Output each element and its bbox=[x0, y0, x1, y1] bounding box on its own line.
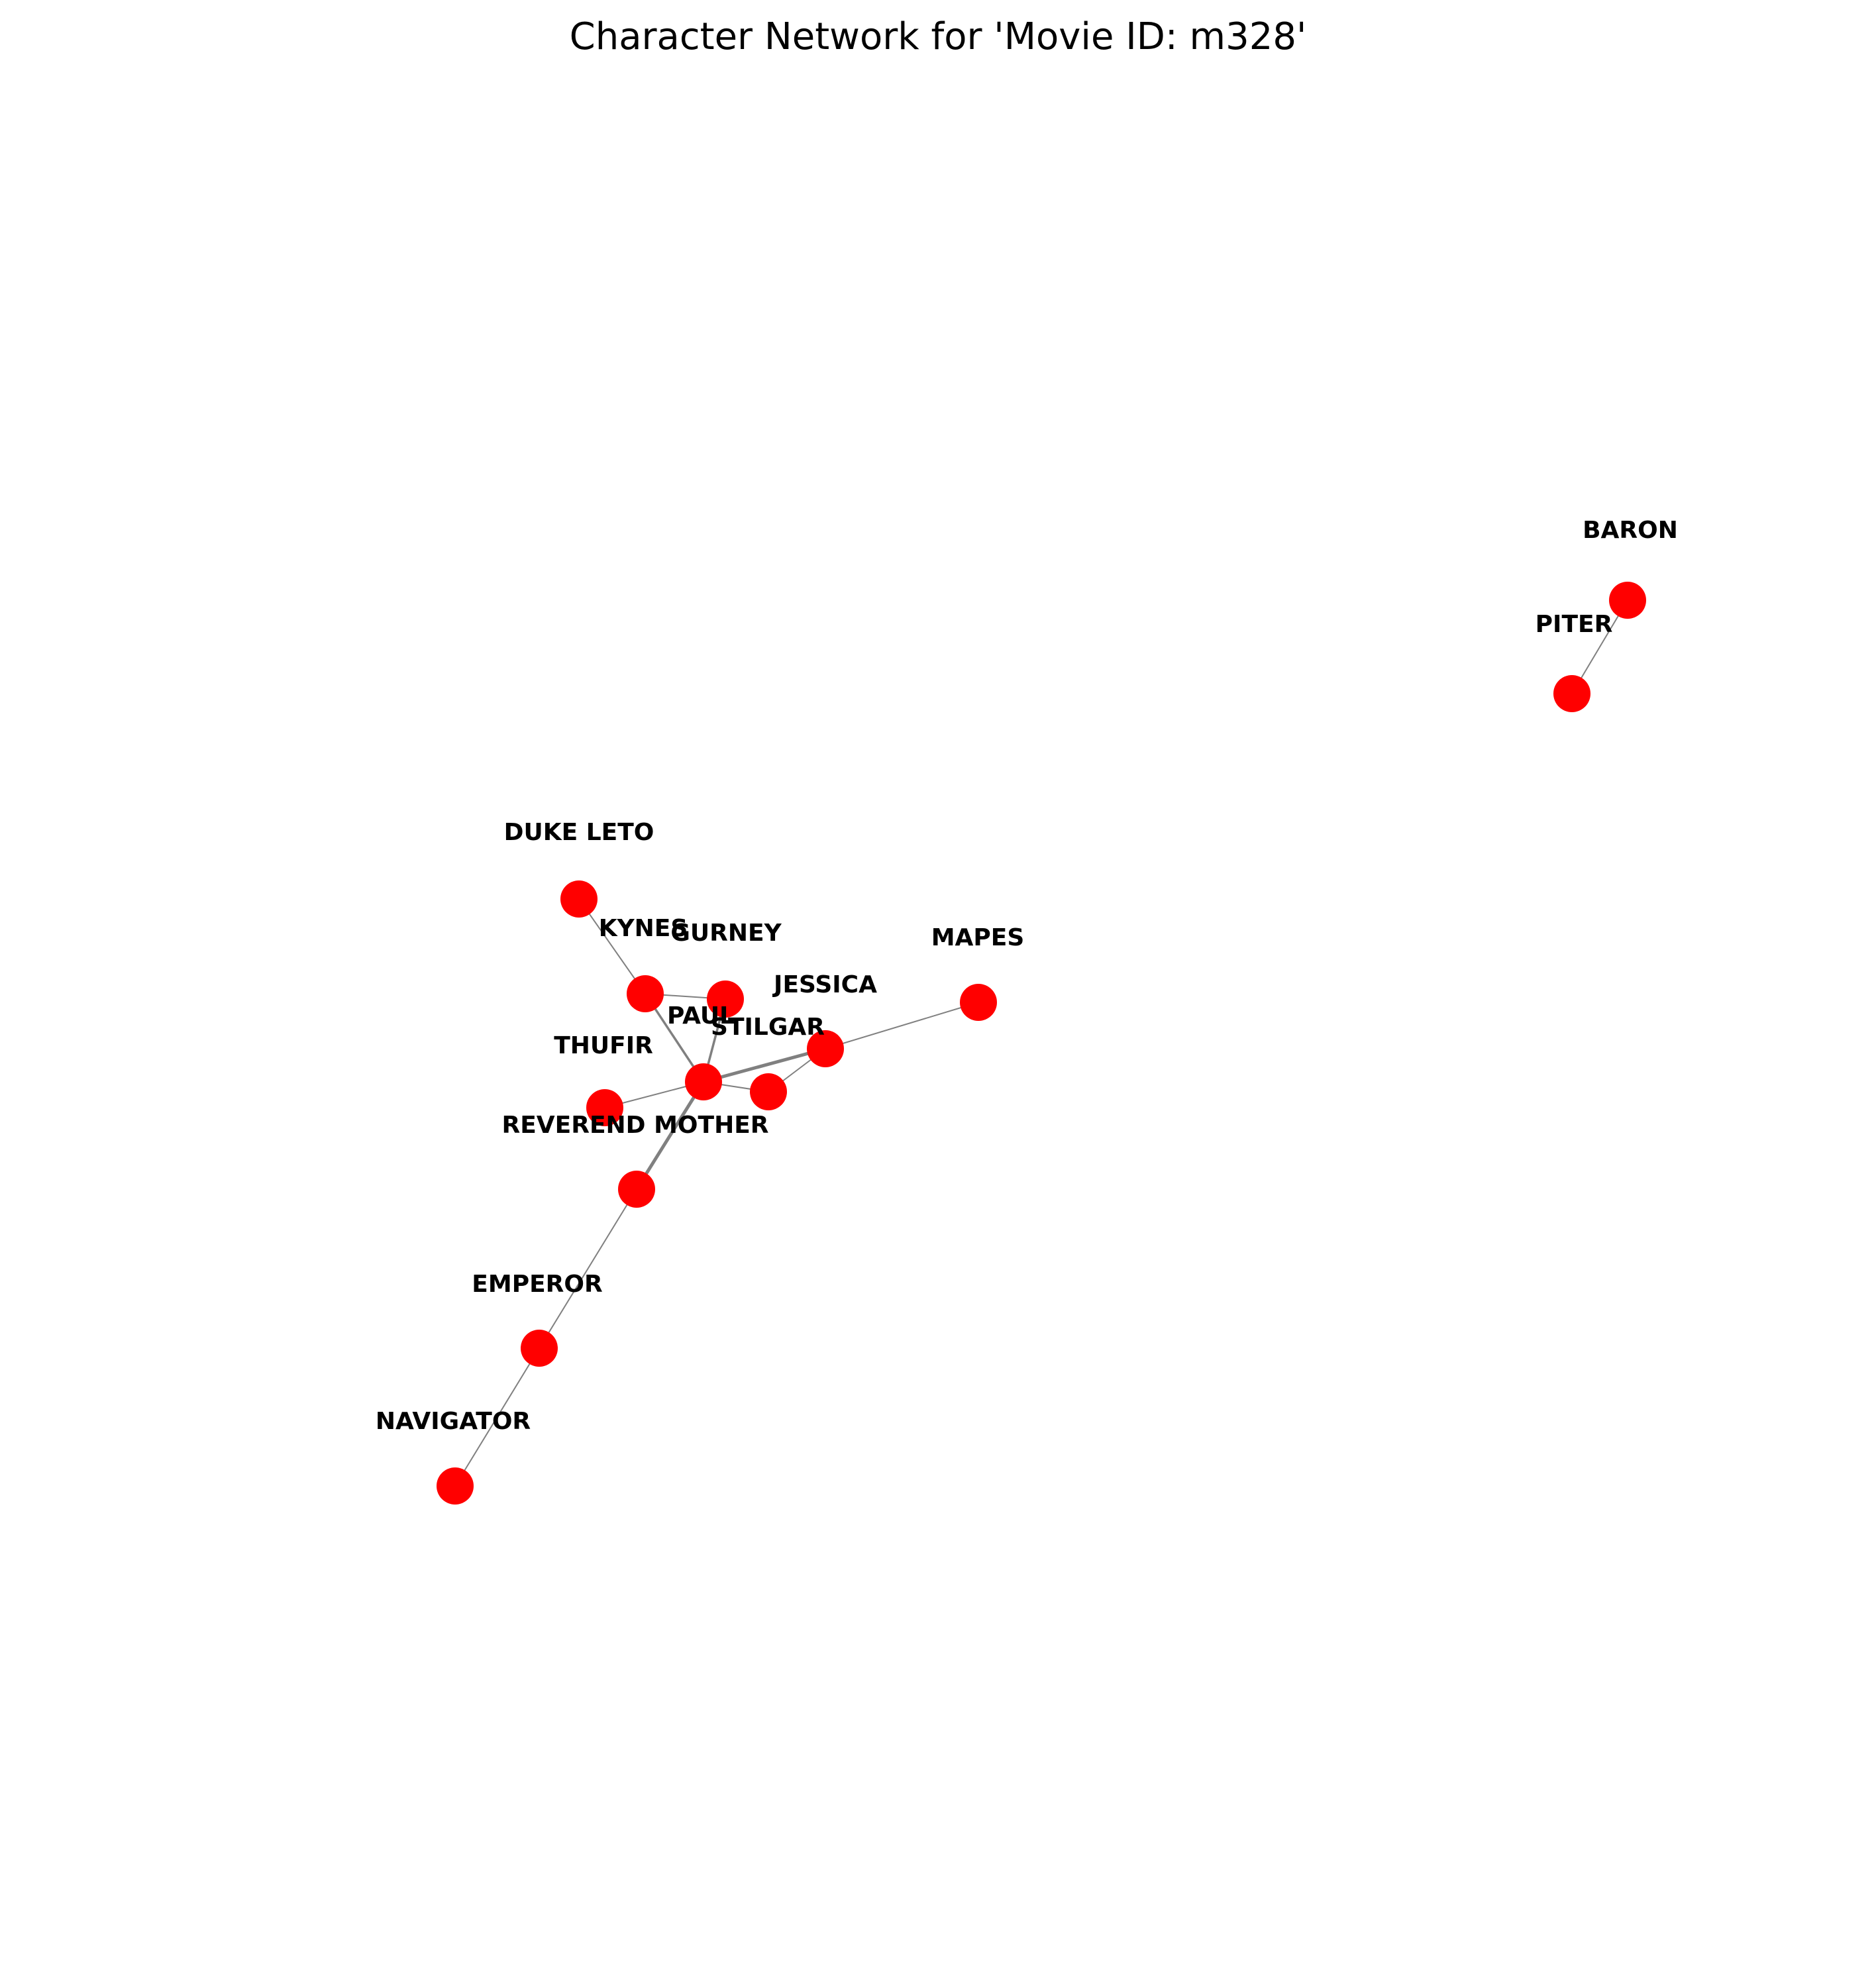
node-navigator bbox=[437, 1467, 474, 1505]
node-emperor bbox=[521, 1330, 558, 1367]
node-baron bbox=[1609, 582, 1646, 619]
node-mapes bbox=[960, 984, 997, 1021]
node-gurney bbox=[707, 980, 744, 1018]
node-paul bbox=[685, 1063, 722, 1100]
edge-paul-jessica bbox=[702, 1047, 827, 1084]
node-label-gurney: GURNEY bbox=[670, 920, 782, 947]
node-jessica bbox=[807, 1030, 844, 1067]
node-piter bbox=[1553, 675, 1590, 712]
edge-jessica-mapes bbox=[825, 1002, 979, 1049]
nodes-layer bbox=[437, 582, 1646, 1505]
node-label-piter: PITER bbox=[1536, 611, 1613, 638]
node-label-navigator: NAVIGATOR bbox=[376, 1408, 531, 1435]
edge-paul-reverend-mother bbox=[635, 1080, 705, 1191]
node-label-kynes: KYNES bbox=[599, 915, 688, 942]
chart-title: Character Network for 'Movie ID: m328' bbox=[570, 15, 1307, 58]
edge-emperor-navigator bbox=[454, 1348, 540, 1487]
node-label-duke-leto: DUKE LETO bbox=[504, 819, 654, 846]
node-thufir bbox=[586, 1089, 623, 1126]
edge-reverend-mother-emperor bbox=[539, 1189, 637, 1349]
node-label-mapes: MAPES bbox=[931, 924, 1025, 951]
node-reverend-mother bbox=[618, 1171, 655, 1208]
node-label-reverend-mother: REVEREND MOTHER bbox=[501, 1112, 768, 1139]
node-label-baron: BARON bbox=[1583, 517, 1678, 544]
edge-duke-leto-kynes bbox=[578, 898, 646, 994]
node-label-emperor: EMPEROR bbox=[472, 1271, 602, 1298]
node-label-thufir: THUFIR bbox=[554, 1032, 653, 1059]
node-label-paul: PAUL bbox=[667, 1002, 735, 1030]
node-kynes bbox=[627, 975, 664, 1012]
node-label-stilgar: STILGAR bbox=[711, 1014, 825, 1041]
node-duke-leto bbox=[560, 880, 598, 918]
node-label-jessica: JESSICA bbox=[772, 971, 877, 998]
node-stilgar bbox=[750, 1073, 787, 1110]
